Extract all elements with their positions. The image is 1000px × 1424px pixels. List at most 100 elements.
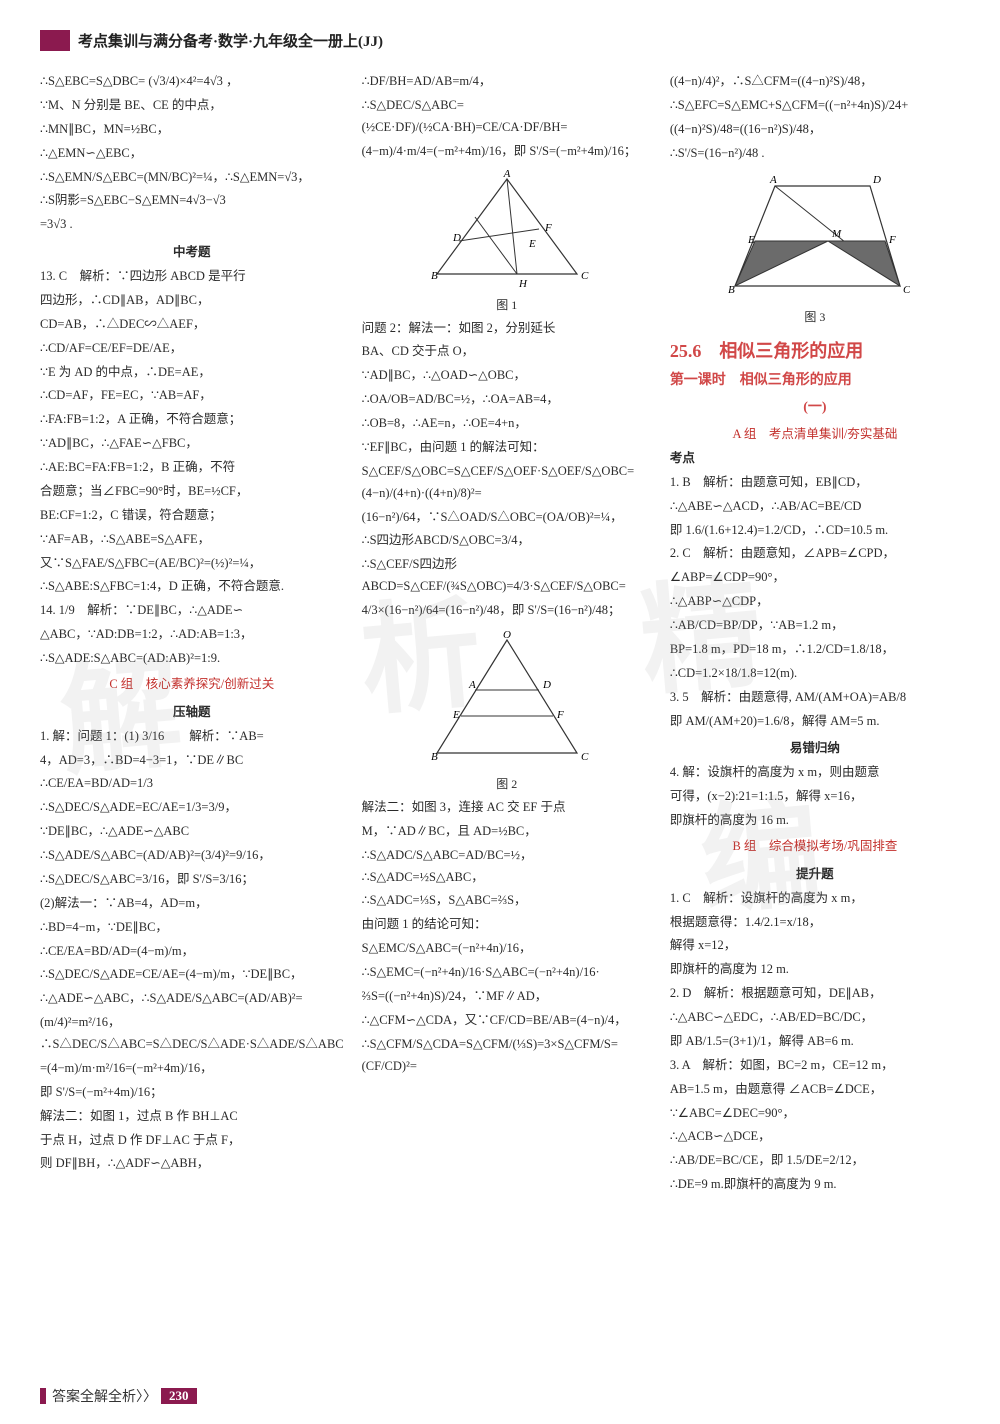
text-line: 根据题意得：1.4/2.1=x/18， xyxy=(670,912,960,934)
text-line: S△CEF/S△OBC=S△CEF/S△OEF·S△OEF/S△OBC=(4−n… xyxy=(362,461,652,505)
text-line: ∴S△ADE:S△ABC=(AD:AB)²=1:9. xyxy=(40,648,344,670)
text-line: ∴△ACB∽△DCE， xyxy=(670,1126,960,1148)
text-line: 即 S'/S=(−m²+4m)/16； xyxy=(40,1082,344,1104)
text-line: 4. 解：设旗杆的高度为 x m，则由题意 xyxy=(670,762,960,784)
text-line: 3. 5 解析：由题意得, AM/(AM+OA)=AB/8 xyxy=(670,687,960,709)
section-name: 相似三角形的应用 xyxy=(719,341,863,361)
text-line: ∵AF=AB，∴S△ABE=S△AFE， xyxy=(40,529,344,551)
text-line: =3√3 . xyxy=(40,214,344,236)
text-line: ∴S'/S=(16−n²)/48 . xyxy=(670,143,960,165)
text-line: 4/3×(16−n²)/64=(16−n²)/48，即 S'/S=(16−n²)… xyxy=(362,600,652,622)
text-line: ∴FA:FB=1:2，A 正确，不符合题意； xyxy=(40,409,344,431)
text-line: ∴CE/EA=BD/AD=(4−m)/m， xyxy=(40,941,344,963)
svg-text:H: H xyxy=(518,278,528,289)
text-line: ∴CE/EA=BD/AD=1/3 xyxy=(40,773,344,795)
text-line: ∵EF∥BC，由问题 1 的解法可知： xyxy=(362,437,652,459)
svg-text:C: C xyxy=(581,751,589,763)
text-line: S△EMC/S△ABC=(−n²+4n)/16， xyxy=(362,938,652,960)
column-2: ∴DF/BH=AD/AB=m/4， ∴S△DEC/S△ABC=(½CE·DF)/… xyxy=(362,71,652,1198)
text-line: ∴△ABC∽△EDC，∴AB/ED=BC/DC， xyxy=(670,1007,960,1029)
heading-agroup: A 组 考点清单集训/夯实基础 xyxy=(670,424,960,446)
text-line: ∴S△ABE:S△FBC=1:4，D 正确，不符合题意. xyxy=(40,576,344,598)
page-footer: 答案全解全析 〉〉 230 xyxy=(40,1386,197,1406)
svg-text:B: B xyxy=(728,284,735,296)
text-line: ∴DF/BH=AD/AB=m/4， xyxy=(362,71,652,93)
svg-text:D: D xyxy=(452,232,461,244)
heading-kaodian: 考点 xyxy=(670,448,960,470)
text-line: 4，AD=3，∴BD=4−3=1，∵DE∥BC xyxy=(40,750,344,772)
text-line: ∠ABP=∠CDP=90°， xyxy=(670,567,960,589)
text-line: 13. C 解析：∵四边形 ABCD 是平行 xyxy=(40,266,344,288)
text-line: 则 DF∥BH，∴△ADF∽△ABH， xyxy=(40,1153,344,1175)
text-line: 14. 1/9 解析：∵DE∥BC，∴△ADE∽ xyxy=(40,600,344,622)
text-line: ∴CD=AF，FE=EC，∵AB=AF， xyxy=(40,385,344,407)
text-line: ∴S△CFM/S△CDA=S△CFM/(⅓S)=3×S△CFM/S=(CF/CD… xyxy=(362,1034,652,1078)
svg-text:D: D xyxy=(542,679,551,691)
text-line: ∴OA/OB=AD/BC=½，∴OA=AB=4， xyxy=(362,389,652,411)
text-line: 四边形，∴CD∥AB，AD∥BC， xyxy=(40,290,344,312)
text-line: 即 1.6/(1.6+12.4)=1.2/CD，∴CD=10.5 m. xyxy=(670,520,960,542)
text-line: 于点 H，过点 D 作 DF⊥AC 于点 F， xyxy=(40,1130,344,1152)
text-line: BA、CD 交于点 O， xyxy=(362,341,652,363)
text-line: 问题 2：解法一：如图 2，分别延长 xyxy=(362,318,652,340)
text-line: ∴CD/AF=CE/EF=DE/AE， xyxy=(40,338,344,360)
text-line: ∵∠ABC=∠DEC=90°， xyxy=(670,1103,960,1125)
diagram-3: A D E M F B C xyxy=(720,171,910,301)
fig1-caption: 图 1 xyxy=(362,295,652,316)
heading-cgroup: C 组 核心素养探究/创新过关 xyxy=(40,674,344,696)
text-line: ∵E 为 AD 的中点，∴DE=AE， xyxy=(40,362,344,384)
svg-text:O: O xyxy=(503,629,511,641)
text-line: ∴S阴影=S△EBC−S△EMN=4√3−√3 xyxy=(40,190,344,212)
svg-text:E: E xyxy=(452,709,460,721)
text-line: ∴△ABP∽△CDP， xyxy=(670,591,960,613)
text-line: M，∵AD∥BC，且 AD=½BC， xyxy=(362,821,652,843)
footer-arrows: 〉〉 xyxy=(136,1386,157,1406)
content-columns: ∴S△EBC=S△DBC= (√3/4)×4²=4√3 ， ∵M、N 分别是 B… xyxy=(40,71,960,1198)
text-line: ∴S△EBC=S△DBC= (√3/4)×4²=4√3 ， xyxy=(40,71,344,93)
text-line: ∴DE=9 m.即旗杆的高度为 9 m. xyxy=(670,1174,960,1196)
column-1: ∴S△EBC=S△DBC= (√3/4)×4²=4√3 ， ∵M、N 分别是 B… xyxy=(40,71,344,1198)
text-line: ∴S△DEC/S△ADE=EC/AE=1/3=3/9， xyxy=(40,797,344,819)
text-line: ∴OB=8，∴AE=n，∴OE=4+n， xyxy=(362,413,652,435)
svg-text:A: A xyxy=(769,174,777,186)
text-line: ∴S△DEC/S△ADE=CE/AE=(4−m)/m，∵DE∥BC， xyxy=(40,964,344,986)
text-line: ∴S四边形ABCD/S△OBC=3/4， xyxy=(362,530,652,552)
text-line: 2. C 解析：由题意知，∠APB=∠CPD， xyxy=(670,543,960,565)
text-line: 解法二：如图 1，过点 B 作 BH⊥AC xyxy=(40,1106,344,1128)
text-line: 解得 x=12， xyxy=(670,935,960,957)
text-line: (2)解法一：∵AB=4，AD=m， xyxy=(40,893,344,915)
text-line: ∴S△DEC/S△ABC=(½CE·DF)/(½CA·BH)=CE/CA·DF/… xyxy=(362,95,652,139)
heading-yicuo: 易错归纳 xyxy=(670,738,960,760)
text-line: ∴S△ADC/S△ABC=AD/BC=½，∴S△ADC=½S△ABC， xyxy=(362,845,652,889)
section-number: 25.6 相似三角形的应用 xyxy=(670,336,960,368)
text-line: ((4−n)/4)²，∴S△CFM=((4−n)²S)/48， xyxy=(670,71,960,93)
text-line: ⅔S=((−n²+4n)S)/24，∵MF∥AD， xyxy=(362,986,652,1008)
svg-text:A: A xyxy=(468,679,476,691)
text-line: 可得，(x−2):21=1:1.5，解得 x=16， xyxy=(670,786,960,808)
lesson-part: (一) xyxy=(670,396,960,421)
text-line: ∴CD=1.2×18/1.8=12(m). xyxy=(670,663,960,685)
text-line: 1. 解：问题 1：(1) 3/16 解析：∵AB= xyxy=(40,726,344,748)
text-line: ∴MN∥BC，MN=½BC， xyxy=(40,119,344,141)
text-line: 3. A 解析：如图，BC=2 m，CE=12 m， xyxy=(670,1055,960,1077)
svg-text:F: F xyxy=(544,222,552,234)
text-line: 解法二：如图 3，连接 AC 交 EF 于点 xyxy=(362,797,652,819)
fig3-caption: 图 3 xyxy=(670,307,960,328)
text-line: 由问题 1 的结论可知： xyxy=(362,914,652,936)
text-line: BP=1.8 m，PD=18 m，∴1.2/CD=1.8/18， xyxy=(670,639,960,661)
text-line: ∴BD=4−m，∵DE∥BC， xyxy=(40,917,344,939)
fig2-caption: 图 2 xyxy=(362,774,652,795)
text-line: 1. B 解析：由题意可知，EB∥CD， xyxy=(670,472,960,494)
text-line: ∴△EMN∽△EBC， xyxy=(40,143,344,165)
text-line: (4−m)/4·m/4=(−m²+4m)/16，即 S'/S=(−m²+4m)/… xyxy=(362,141,652,163)
text-line: =(4−m)/m·m²/16=(−m²+4m)/16， xyxy=(40,1058,344,1080)
heading-zhongkao: 中考题 xyxy=(40,242,344,264)
svg-text:A: A xyxy=(502,169,510,180)
text-line: ∴S△ADC=⅓S，S△ABC=⅔S， xyxy=(362,890,652,912)
text-line: ∴AE:BC=FA:FB=1:2，B 正确，不符 xyxy=(40,457,344,479)
text-line: ∴S△DEC/S△ABC=3/16，即 S'/S=3/16； xyxy=(40,869,344,891)
footer-bar-icon xyxy=(40,1388,46,1404)
text-line: ∴AB/DE=BC/CE，即 1.5/DE=2/12， xyxy=(670,1150,960,1172)
text-line: ∵AD∥BC，∴△FAE∽△FBC， xyxy=(40,433,344,455)
text-line: ∴△CFM∽△CDA，又∵CF/CD=BE/AB=(4−n)/4， xyxy=(362,1010,652,1032)
